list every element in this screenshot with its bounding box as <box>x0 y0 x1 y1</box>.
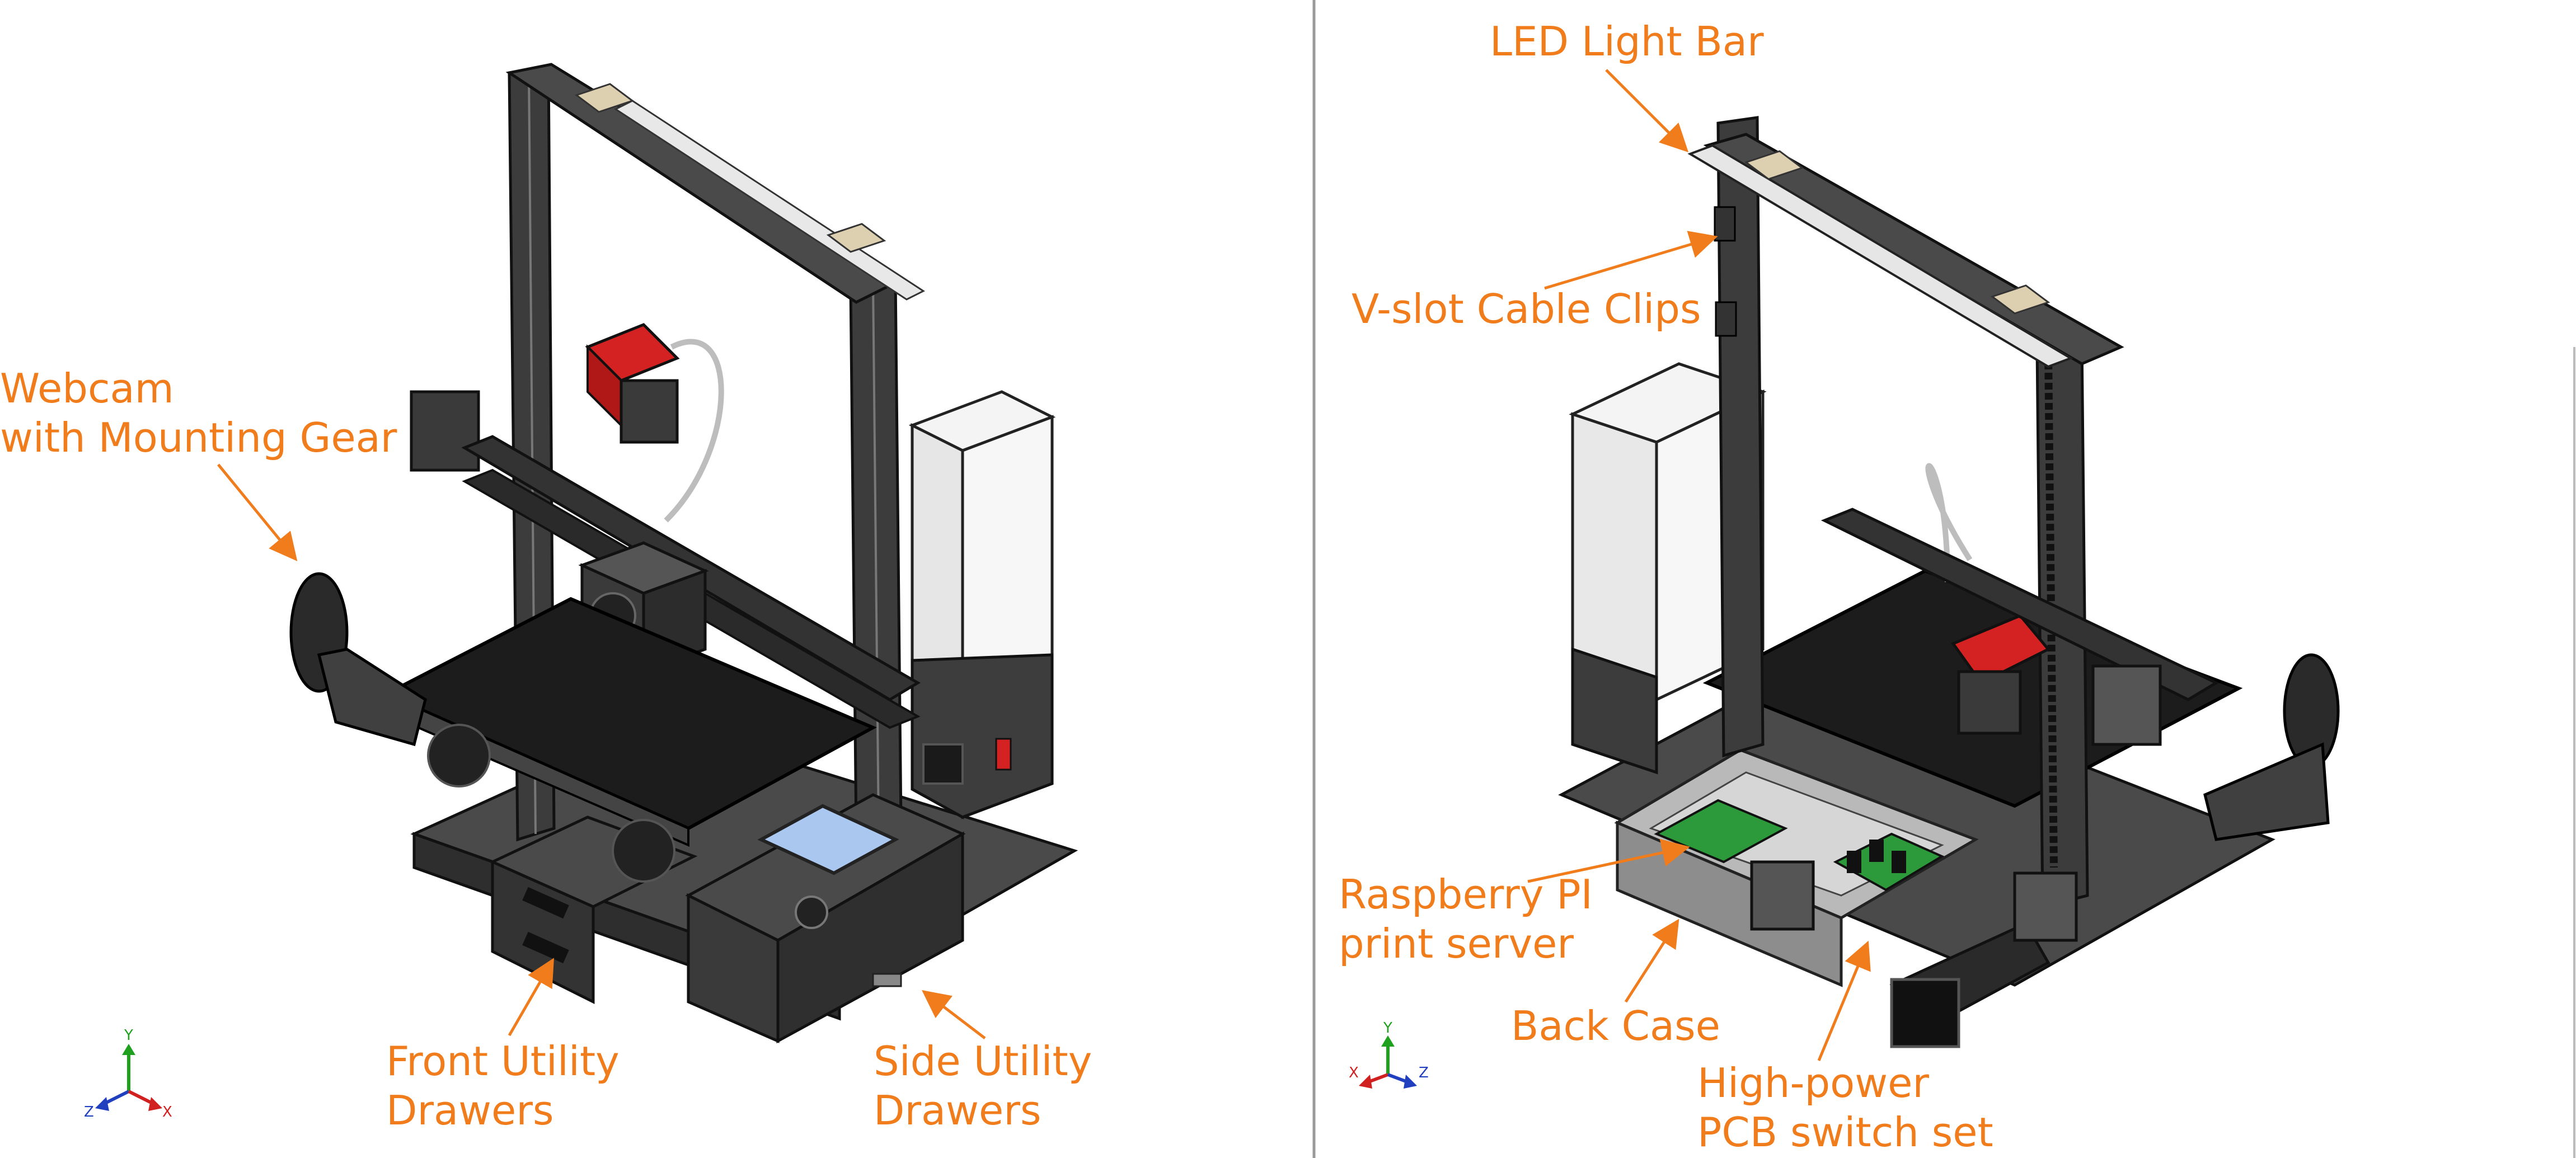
power-socket <box>922 743 964 785</box>
back-case-callout: Back Case <box>1511 1001 1720 1051</box>
front-drawer-unit <box>491 860 595 1005</box>
rear-top-clip-2 <box>1990 284 2051 315</box>
side-drawer-unit <box>776 831 964 1044</box>
rear-webcam-arm <box>2203 742 2330 841</box>
raspberry-pi-arrow <box>1527 838 1690 883</box>
side-drawers-arrow <box>922 990 986 1039</box>
right-axis-z-label: Z <box>1419 1065 1429 1081</box>
raspberry-pi-callout: Raspberry PI print server <box>1339 870 1593 968</box>
led-light-bar <box>1687 144 2073 368</box>
cable-clip-1 <box>1714 206 1736 242</box>
rear-extruder <box>1951 613 2051 685</box>
cable-clips-callout-line-1: V-slot Cable Clips <box>1352 285 1701 332</box>
pcb-switch-callout: High-power PCB switch set <box>1697 1058 1993 1157</box>
rear-x-beam <box>1820 508 2220 701</box>
pcb-switch-callout-line-2: PCB switch set <box>1697 1109 1993 1156</box>
side-drawers-callout: Side Utility Drawers <box>874 1037 1092 1135</box>
raspberry-pi-callout-line-1: Raspberry PI <box>1339 871 1593 918</box>
webcam-arrow <box>217 463 298 561</box>
front-drawers-callout-line-2: Drawers <box>386 1087 554 1134</box>
printer-back-view <box>1558 116 2340 1048</box>
rear-extruder-motor <box>1957 670 2022 735</box>
right-axis-y-label: Y <box>1383 1020 1392 1037</box>
lcd-screen <box>757 804 899 875</box>
back-case-arrow <box>1624 918 1679 1003</box>
side-drawer-handle <box>872 973 902 987</box>
cable-clip-2 <box>1715 301 1737 337</box>
left-axis-x-label: X <box>162 1104 172 1121</box>
rear-psu-base <box>1571 647 1658 775</box>
top-clip <box>574 83 635 113</box>
front-drawers-arrow <box>508 958 554 1037</box>
left-axis-y-label: Y <box>124 1027 133 1044</box>
raspberry-pi-callout-line-2: print server <box>1339 920 1574 967</box>
z-motor <box>410 390 480 472</box>
extrusion-end <box>1890 978 1960 1048</box>
filament-tube <box>664 339 724 523</box>
webcam-callout-line-1: Webcam <box>0 365 174 412</box>
right-motor <box>2091 664 2162 746</box>
pcb-switch-arrow <box>1817 940 1871 1061</box>
right-axis-triad: X Y Z <box>1349 1020 1429 1089</box>
back-case-motor <box>1750 860 1815 931</box>
printer-front-view <box>289 63 1078 1044</box>
front-drawers-callout: Front Utility Drawers <box>386 1037 620 1135</box>
power-switch <box>995 738 1012 771</box>
top-clip-2 <box>826 223 886 253</box>
rear-left-upright <box>1716 116 1765 758</box>
side-drawers-callout-line-1: Side Utility <box>874 1038 1092 1085</box>
top-crossbar <box>505 63 904 304</box>
led-bar-callout: LED Light Bar <box>1490 17 1764 66</box>
cable-clips-callout: V-slot Cable Clips <box>1352 284 1701 334</box>
led-bar-callout-line-1: LED Light Bar <box>1490 18 1764 65</box>
left-axis-triad: Y Z X <box>84 1027 172 1121</box>
top-led-strip <box>613 100 926 301</box>
side-drawers-callout-line-2: Drawers <box>874 1087 1041 1134</box>
webcam-callout: Webcam with Mounting Gear <box>0 364 397 462</box>
front-drawers-callout-line-1: Front Utility <box>386 1038 620 1085</box>
cable-clips-arrow <box>1544 231 1718 290</box>
pcb-switch-callout-line-1: High-power <box>1697 1059 1929 1107</box>
led-bar-arrow <box>1605 69 1689 153</box>
rear-z-motor <box>2013 871 2078 942</box>
extruder-motor <box>620 379 679 444</box>
psu-base-box <box>911 653 1054 819</box>
rear-filament-tube <box>1925 463 1973 583</box>
left-axis-z-label: Z <box>84 1104 94 1121</box>
right-axis-x-label: X <box>1349 1065 1359 1081</box>
rear-top-clip <box>1744 150 1804 180</box>
control-knob <box>795 896 828 929</box>
back-case-callout-line-1: Back Case <box>1511 1002 1720 1049</box>
webcam-arm <box>317 648 427 747</box>
webcam-callout-line-2: with Mounting Gear <box>0 414 397 461</box>
